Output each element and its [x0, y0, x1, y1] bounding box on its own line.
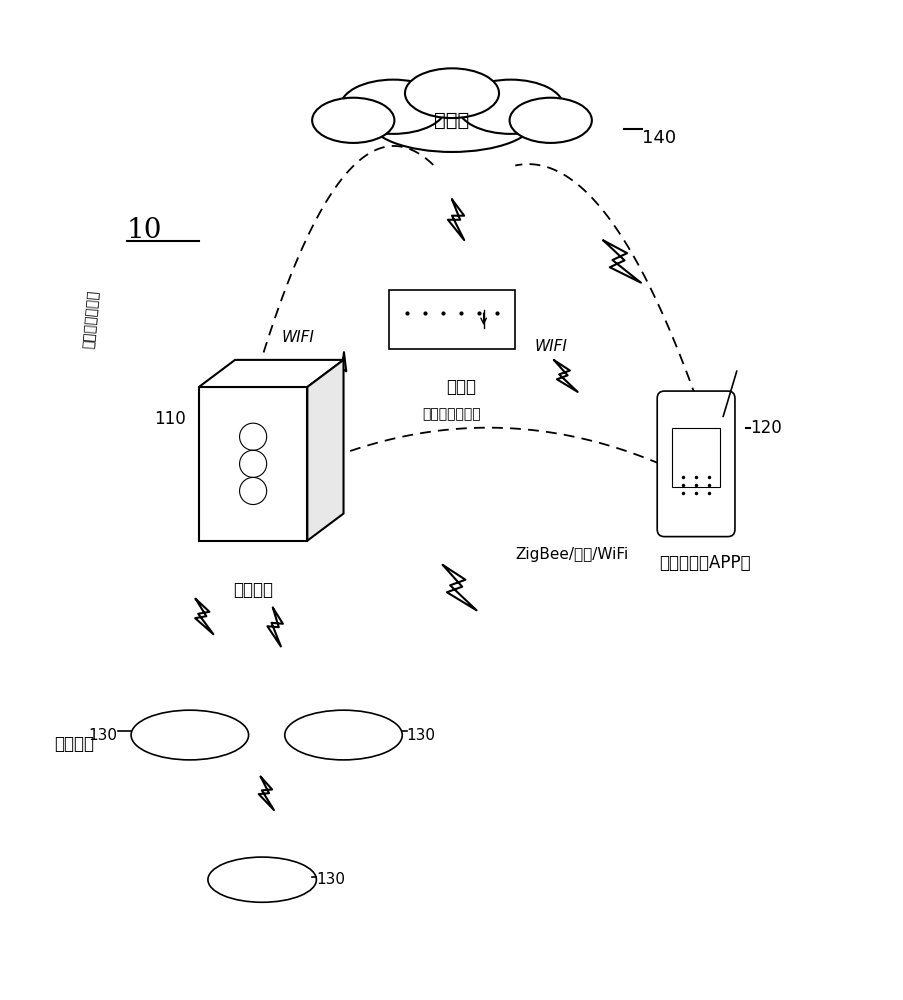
Text: 120: 120	[749, 419, 781, 437]
Ellipse shape	[284, 710, 402, 760]
Text: 服务器: 服务器	[434, 111, 469, 130]
Text: 路由器: 路由器	[445, 378, 476, 396]
Ellipse shape	[509, 98, 591, 143]
Text: 130: 130	[406, 728, 435, 743]
Text: 130: 130	[316, 872, 345, 887]
Text: 110: 110	[154, 410, 185, 428]
FancyBboxPatch shape	[656, 391, 734, 537]
Text: 130: 130	[88, 728, 117, 743]
Text: 电子设备: 电子设备	[54, 735, 94, 753]
Text: 140: 140	[641, 129, 675, 147]
Ellipse shape	[405, 68, 498, 118]
Ellipse shape	[208, 857, 316, 902]
Ellipse shape	[131, 710, 248, 760]
Ellipse shape	[340, 80, 446, 134]
Ellipse shape	[312, 98, 394, 143]
Ellipse shape	[457, 80, 563, 134]
FancyBboxPatch shape	[388, 290, 515, 349]
Text: （广域网路径）: （广域网路径）	[81, 289, 100, 349]
Text: WIFI: WIFI	[535, 339, 567, 354]
Polygon shape	[199, 360, 343, 387]
Text: 10: 10	[126, 217, 162, 244]
Text: WIFI: WIFI	[282, 330, 314, 345]
Text: 智能网关: 智能网关	[233, 581, 273, 599]
Text: （局域网路径）: （局域网路径）	[423, 407, 480, 421]
Ellipse shape	[369, 89, 534, 152]
FancyBboxPatch shape	[672, 428, 719, 487]
Text: ZigBee/蓝牙/WiFi: ZigBee/蓝牙/WiFi	[515, 547, 628, 562]
Polygon shape	[199, 387, 307, 541]
Text: 用户终端（APP）: 用户终端（APP）	[658, 554, 750, 572]
Polygon shape	[307, 360, 343, 541]
